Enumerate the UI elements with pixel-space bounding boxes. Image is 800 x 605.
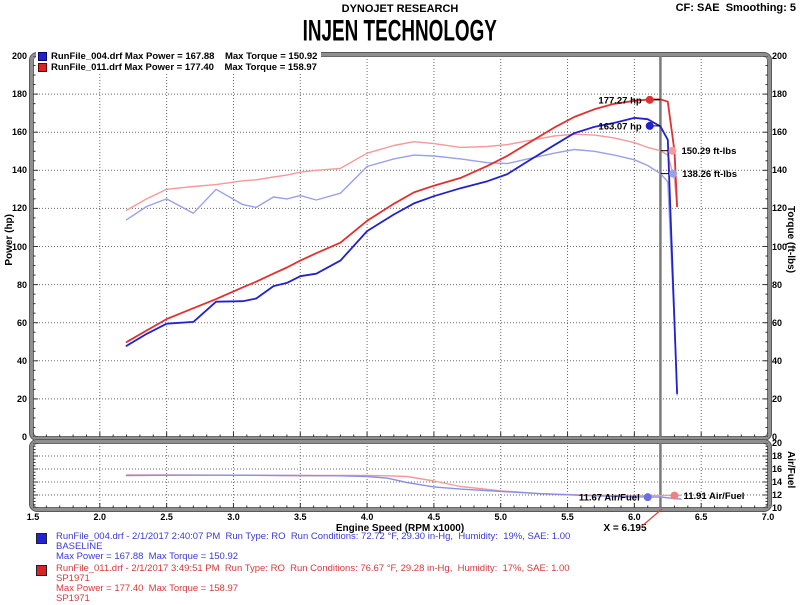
y-tick-label: 18	[772, 451, 783, 461]
run-info-line: SP1971	[56, 593, 90, 604]
run-entry: RunFile_011.drf - 2/1/2017 3:49:51 PM Ru…	[36, 564, 570, 604]
legend-row: RunFile_011.drf Max Power = 177.40 Max T…	[38, 62, 317, 73]
y-tick-label: 40	[16, 355, 27, 366]
annotation-dot	[669, 169, 678, 178]
x-tick-label: 4.5	[427, 512, 441, 522]
torque-runfile-004-curve	[125, 148, 678, 396]
annotation-label: 11.67 Air/Fuel	[579, 493, 640, 504]
run-info-line: BASELINE	[56, 541, 103, 552]
cursor-x-label: X = 6.195	[603, 523, 647, 534]
page-title-row: INJEN TECHNOLOGY	[0, 14, 800, 48]
run-info-block: RunFile_004.drf - 2/1/2017 2:40:07 PM Ru…	[36, 532, 570, 605]
y-tick-label: 200	[11, 51, 27, 61]
y-tick-label: 160	[772, 127, 788, 138]
run-color-swatch	[36, 533, 47, 544]
annotation-dot	[643, 493, 652, 502]
airfuel-axis-title: Air/Fuel	[785, 451, 796, 489]
cursor-leader-stroke	[641, 508, 663, 527]
y-tick-label: 160	[11, 127, 27, 138]
legend-row: RunFile_004.drf Max Power = 167.88 Max T…	[38, 51, 317, 62]
y-tick-label: 40	[772, 355, 783, 366]
power-runfile-011-curve	[125, 98, 678, 344]
air-fuel-plot: 11.67 Air/Fuel 11.91 Air/Fuel	[33, 443, 768, 508]
y-tick-label: 60	[772, 317, 783, 328]
annotation-label: 11.91 Air/Fuel	[683, 491, 744, 502]
torque-axis-title: Torque (ft-lbs)	[785, 206, 796, 274]
annotation-dot	[645, 121, 654, 130]
x-tick-label: 6.5	[694, 512, 708, 522]
annotation-dot	[645, 95, 654, 104]
chart-legend: RunFile_004.drf Max Power = 167.88 Max T…	[36, 50, 322, 74]
annotation-label: 163.07 hp	[598, 121, 641, 132]
y-tick-label: 180	[772, 89, 788, 100]
x-tick-label: 2.0	[93, 512, 107, 522]
annotation-label: 138.26 ft-lbs	[682, 169, 737, 180]
legend-row-label: RunFile_011.drf Max Power = 177.40 Max T…	[51, 62, 317, 73]
y-tick-label: 100	[772, 241, 788, 252]
y-tick-label: 20	[772, 393, 783, 404]
torque-runfile-011-curve	[125, 133, 678, 212]
x-tick-label: 4.0	[360, 512, 374, 522]
y-tick-label: 14	[772, 477, 783, 487]
y-tick-label: 200	[772, 51, 788, 61]
rpm-axis-title: Engine Speed (RPM x1000)	[335, 523, 465, 534]
power-torque-plot: 177.27 hp 163.07 hp 150.29 ft-lbs 138.26 ft…	[33, 56, 768, 437]
power-axis-title: Power (hp)	[4, 214, 15, 266]
x-tick-label: 1.5	[26, 512, 40, 522]
y-tick-label: 80	[772, 279, 783, 290]
cursor-leader-line	[641, 508, 663, 527]
run-info-lines: RunFile_004.drf - 2/1/2017 2:40:07 PM Ru…	[56, 532, 570, 562]
annotation-dot	[668, 146, 677, 155]
page-title: INJEN TECHNOLOGY	[302, 14, 498, 48]
y-tick-label: 120	[11, 203, 27, 214]
y-tick-label: 0	[21, 432, 27, 442]
y-tick-label: 20	[16, 393, 27, 404]
run-info-line: Max Power = 167.88 Max Torque = 150.92	[56, 551, 239, 562]
y-tick-label: 12	[772, 490, 783, 500]
x-tick-label: 3.5	[294, 512, 307, 522]
annotation-label: 177.27 hp	[598, 95, 641, 106]
header-cf-smoothing: CF: SAE Smoothing: 5	[675, 2, 796, 14]
y-tick-label: 80	[16, 279, 27, 290]
y-tick-label: 20	[772, 438, 783, 448]
y-tick-label: 60	[16, 317, 27, 328]
header-company: DYNOJET RESEARCH	[341, 3, 459, 15]
legend-color-swatch	[38, 63, 47, 72]
run-info-line: RunFile_011.drf - 2/1/2017 3:49:51 PM Ru…	[56, 563, 570, 574]
annotation-dot	[670, 491, 679, 500]
run-color-swatch	[36, 565, 47, 576]
run-info-line: RunFile_004.drf - 2/1/2017 2:40:07 PM Ru…	[56, 531, 571, 542]
x-tick-label: 5.5	[561, 512, 574, 522]
x-tick-label: 6.0	[628, 512, 641, 522]
y-tick-label: 180	[11, 89, 27, 100]
y-tick-label: 140	[11, 165, 27, 176]
x-tick-label: 5.0	[494, 512, 507, 522]
run-info-lines: RunFile_011.drf - 2/1/2017 3:49:51 PM Ru…	[56, 564, 570, 604]
run-entry: RunFile_004.drf - 2/1/2017 2:40:07 PM Ru…	[36, 532, 570, 562]
y-tick-label: 100	[11, 241, 27, 252]
air-fuel-chart-frame: 11.67 Air/Fuel 11.91 Air/Fuel	[30, 440, 771, 511]
y-tick-label: 10	[772, 503, 783, 513]
x-tick-label: 7.0	[761, 512, 775, 522]
power-runfile-004-curve	[125, 117, 678, 395]
y-tick-label: 16	[772, 464, 783, 474]
y-tick-label: 120	[772, 203, 788, 214]
annotation-label: 150.29 ft-lbs	[681, 146, 736, 157]
x-tick-label: 2.5	[160, 512, 173, 522]
x-tick-label: 3.0	[227, 512, 240, 522]
legend-row-label: RunFile_004.drf Max Power = 167.88 Max T…	[51, 51, 318, 62]
power-torque-chart-frame: 177.27 hp 163.07 hp 150.29 ft-lbs 138.26 ft…	[30, 50, 771, 440]
y-tick-label: 140	[772, 165, 788, 176]
run-info-line: SP1971	[56, 573, 90, 584]
run-info-line: Max Power = 177.40 Max Torque = 158.97	[56, 583, 239, 594]
legend-color-swatch	[38, 52, 47, 61]
y-tick-label: 0	[772, 432, 778, 442]
